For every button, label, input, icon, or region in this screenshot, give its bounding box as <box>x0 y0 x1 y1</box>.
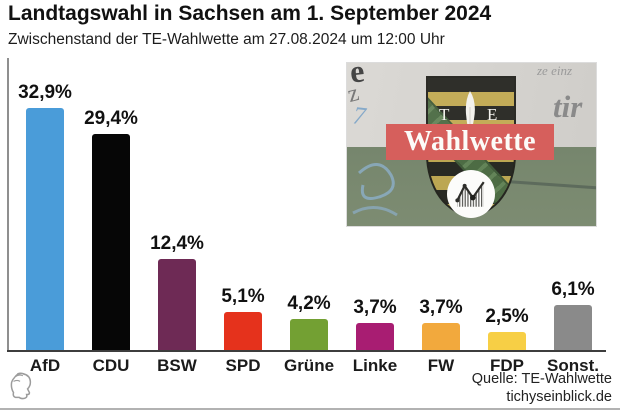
te-monogram-letter: T <box>439 105 450 124</box>
x-axis-label: AfD <box>29 356 61 375</box>
source-website: tichyseinblick.de <box>506 389 612 405</box>
bar-value-label: 2,5% <box>485 306 529 327</box>
blue-handwriting-icon <box>352 163 398 217</box>
chart-bar-spd <box>224 312 262 350</box>
line-chart-icon <box>455 181 485 207</box>
bar-value-label: 4,2% <box>287 293 331 314</box>
chart-bar-grne <box>290 319 328 350</box>
bottom-divider <box>0 408 620 410</box>
bar-value-label: 6,1% <box>551 279 595 300</box>
page-title: Landtagswahl in Sachsen am 1. September … <box>8 2 492 25</box>
chart-bar-linke <box>356 323 394 350</box>
wahlwette-logo-image: e z 7 ze einz tir T E Wahlwette <box>346 62 597 227</box>
x-axis-line <box>7 350 606 352</box>
chart-bar-afd <box>26 108 64 350</box>
source-label: Quelle: TE-Wahlwette <box>471 371 612 387</box>
classical-head-profile-icon <box>10 372 32 400</box>
x-axis-label: FW <box>427 356 455 375</box>
newspaper-text-fragment: tir <box>553 89 583 124</box>
wahlwette-banner-label: Wahlwette <box>403 126 537 157</box>
x-axis-label: SPD <box>225 356 261 375</box>
chart-badge <box>447 170 495 218</box>
bar-value-label: 29,4% <box>84 108 138 129</box>
x-axis-label: CDU <box>92 356 130 375</box>
page-subtitle: Zwischenstand der TE-Wahlwette am 27.08.… <box>8 31 445 48</box>
chart-bar-bsw <box>158 259 196 350</box>
bar-value-label: 12,4% <box>150 233 204 254</box>
chart-bar-cdu <box>92 134 130 350</box>
bar-value-label: 3,7% <box>353 297 397 318</box>
chart-bar-fdp <box>488 332 526 350</box>
handwriting-fragment: 7 <box>351 102 367 131</box>
bar-value-label: 3,7% <box>419 297 463 318</box>
bar-value-label: 5,1% <box>221 286 265 307</box>
wahlwette-banner: Wahlwette <box>386 124 554 160</box>
te-monogram-letter: E <box>487 105 498 124</box>
newspaper-text-fragment: ze einz <box>537 63 573 78</box>
bar-value-label: 32,9% <box>18 82 72 103</box>
chart-bar-sonst <box>554 305 592 350</box>
x-axis-label: BSW <box>157 356 197 375</box>
y-axis-line <box>7 58 9 352</box>
chart-bar-fw <box>422 323 460 350</box>
x-axis-label: Linke <box>352 356 398 375</box>
x-axis-label: Sonst. <box>547 356 599 375</box>
x-axis-label: Grüne <box>283 356 335 375</box>
x-axis-label: FDP <box>490 356 524 375</box>
